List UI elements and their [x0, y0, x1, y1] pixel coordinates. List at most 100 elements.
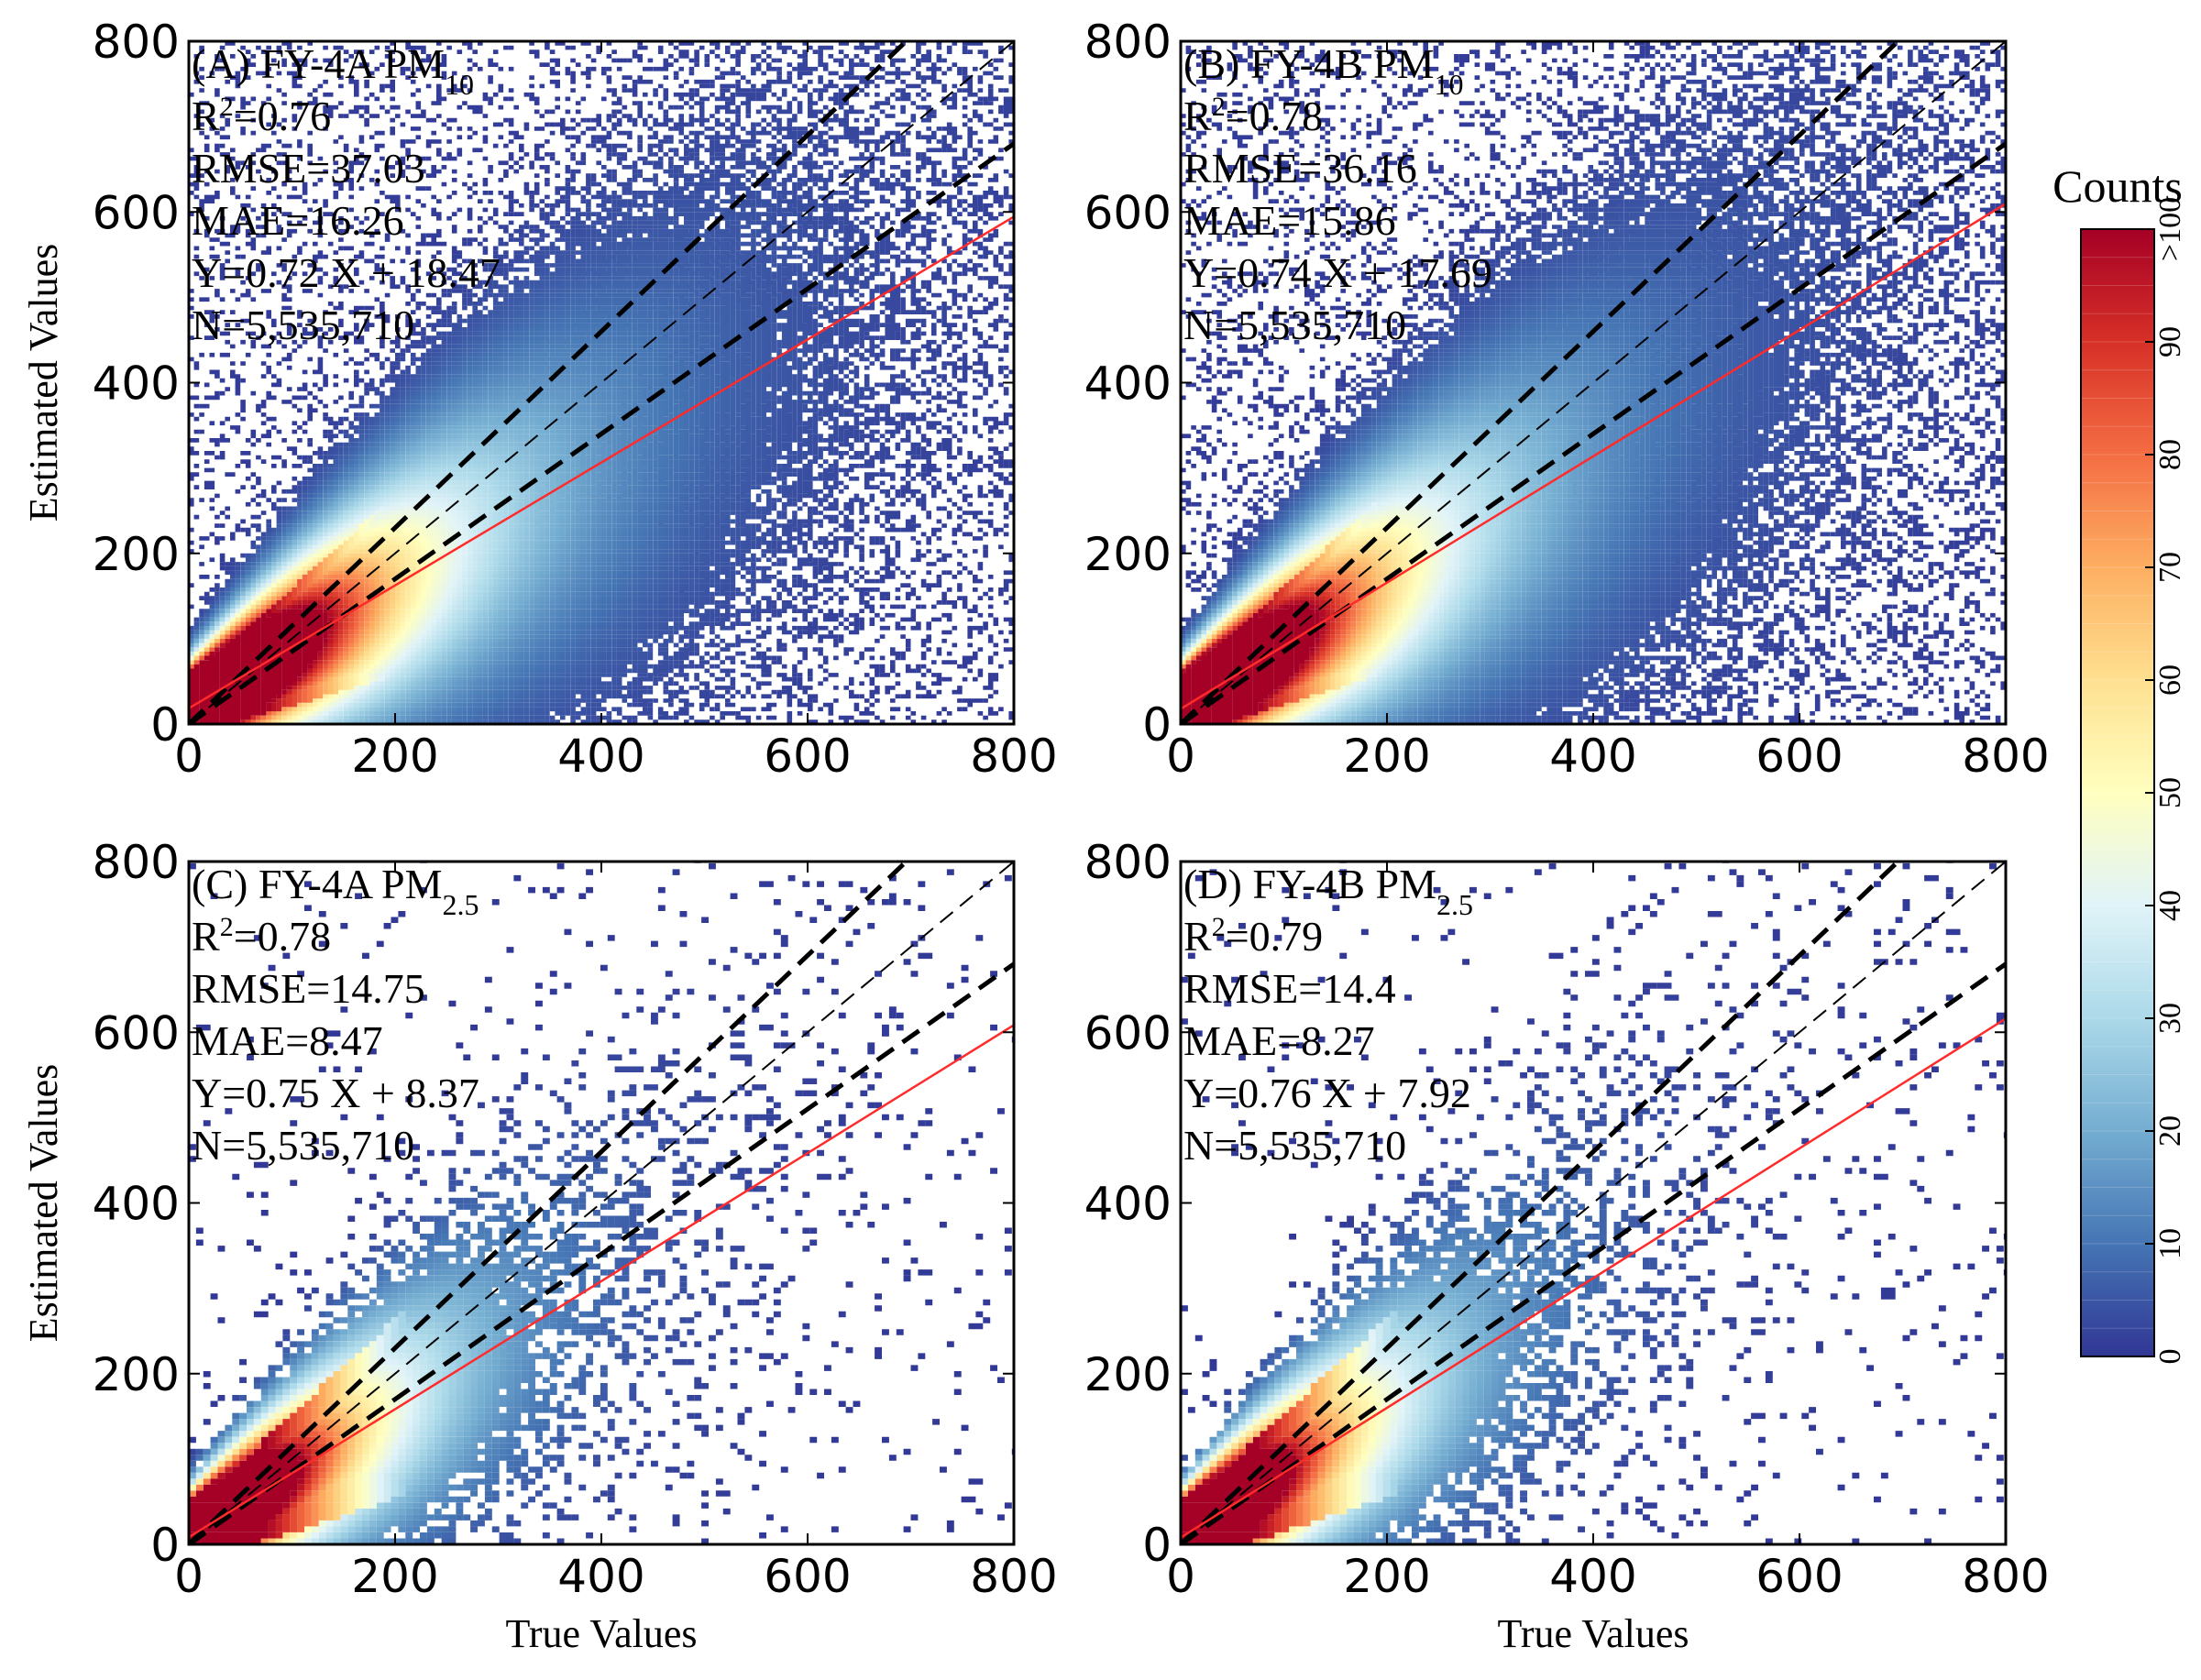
heatmap-cells	[1296, 1436, 1304, 1444]
colorbar-tick-label: 30	[2153, 1003, 2187, 1034]
heatmap-cells	[268, 1431, 276, 1539]
heatmap-cells	[1216, 638, 1222, 643]
heatmap-cells	[1402, 511, 1424, 520]
heatmap-cells	[1360, 1341, 1369, 1503]
heatmap-cells	[260, 609, 267, 613]
heatmap-cells	[358, 617, 365, 622]
heatmap-cells	[239, 1448, 247, 1455]
heatmap-cells	[1252, 1419, 1260, 1425]
heatmap-cells	[1231, 1455, 1238, 1461]
heatmap-cells	[327, 630, 349, 661]
heatmap-cells	[276, 596, 282, 600]
heatmap-cells	[1325, 1455, 1333, 1461]
heatmap-cells	[1443, 459, 1449, 464]
heatmap-cells	[311, 1395, 319, 1527]
heatmap-cells	[376, 1455, 384, 1461]
heatmap-cells	[1339, 1412, 1354, 1467]
heatmap-cells	[1282, 1412, 1290, 1532]
heatmap-cells	[1350, 575, 1357, 579]
heatmap-cells	[333, 634, 339, 639]
heatmap-cells	[364, 634, 369, 639]
heatmap-cells	[304, 1400, 312, 1527]
heatmap-cells	[482, 638, 489, 643]
heatmap-cells	[400, 536, 406, 541]
fit-line	[189, 215, 1014, 709]
heatmap-cells	[348, 549, 354, 554]
heatmap-cells	[456, 1389, 464, 1395]
heatmap-cells	[1366, 604, 1372, 609]
heatmap-cells	[203, 1472, 211, 1479]
heatmap-cells	[1505, 1173, 1513, 1180]
heatmap-cells	[456, 1455, 464, 1461]
heatmap-cells	[290, 1466, 312, 1503]
x-tick-label: 800	[970, 730, 1057, 783]
heatmap-cells	[1335, 638, 1341, 643]
heatmap-cells	[338, 642, 344, 648]
heatmap-cells	[1447, 1246, 1456, 1252]
colorbar-title: Counts	[2052, 160, 2183, 212]
heatmap-cells	[694, 1137, 702, 1145]
heatmap-cells	[472, 498, 478, 502]
heatmap-cells	[253, 1436, 261, 1444]
heatmap-cells	[343, 660, 385, 695]
heatmap-cells	[400, 583, 406, 587]
heatmap-cells	[297, 1532, 304, 1539]
heatmap-cells	[364, 664, 369, 669]
heatmap-cells	[311, 1431, 319, 1437]
heatmap-cells	[1350, 587, 1357, 592]
heatmap-cells	[362, 1334, 369, 1342]
heatmap-cells	[456, 1395, 464, 1401]
heatmap-cells	[1330, 651, 1336, 656]
heatmap-cells	[1282, 1502, 1290, 1509]
heatmap-cells	[1563, 1227, 1571, 1234]
heatmap-cells	[333, 1466, 341, 1473]
heatmap-cells	[1296, 1490, 1304, 1497]
heatmap-cells	[410, 501, 457, 524]
heatmap-cells	[1392, 664, 1398, 669]
heatmap-cells	[1267, 1400, 1340, 1425]
heatmap-cells	[1209, 1460, 1217, 1467]
heatmap-cells	[266, 596, 271, 600]
heatmap-cells	[323, 544, 328, 550]
heatmap-cells	[193, 655, 200, 661]
heatmap-cells	[348, 651, 354, 656]
heatmap-cells	[1332, 1358, 1340, 1366]
heatmap-cells	[1556, 1222, 1564, 1228]
heatmap-cells	[369, 1436, 377, 1444]
heatmap-cells	[1397, 1377, 1405, 1383]
heatmap-cells	[448, 1389, 478, 1444]
heatmap-cells	[338, 565, 344, 571]
heatmap-cells	[1680, 527, 1687, 533]
heatmap-cells	[1366, 604, 1377, 622]
heatmap-cells	[384, 578, 391, 584]
heatmap-cells	[290, 1412, 298, 1532]
heatmap-cells	[1392, 498, 1455, 656]
heatmap-cells	[503, 540, 509, 545]
heatmap-cells	[1464, 664, 1469, 669]
heatmap-cells	[347, 1455, 356, 1461]
y-tick-label: 0	[150, 1519, 180, 1572]
heatmap-cells	[420, 1436, 427, 1444]
heatmap-cells	[313, 596, 318, 600]
heatmap-cells	[203, 899, 904, 1509]
heatmap-cells	[1413, 438, 1526, 533]
heatmap-cells	[1282, 1496, 1290, 1503]
heatmap-cells	[286, 591, 292, 708]
heatmap-cells	[333, 1466, 348, 1485]
heatmap-cells	[1310, 1436, 1318, 1444]
heatmap-cells	[376, 1400, 384, 1407]
heatmap-cells	[1428, 459, 1511, 656]
heatmap-cells	[340, 1455, 348, 1461]
heatmap-cells	[1366, 583, 1372, 605]
reference-lines	[1181, 41, 2006, 724]
heatmap-cells	[1304, 583, 1310, 587]
heatmap-cells	[275, 1412, 283, 1420]
heatmap-cells	[1248, 41, 2006, 724]
heatmap-cells	[297, 1496, 304, 1503]
heatmap-cells	[232, 1436, 240, 1444]
heatmap-cells	[1319, 642, 1326, 648]
heatmap-cells	[282, 1407, 291, 1413]
heatmap-cells	[297, 591, 303, 597]
heatmap-cells	[383, 1311, 391, 1318]
heatmap-cells	[1282, 1383, 1290, 1389]
